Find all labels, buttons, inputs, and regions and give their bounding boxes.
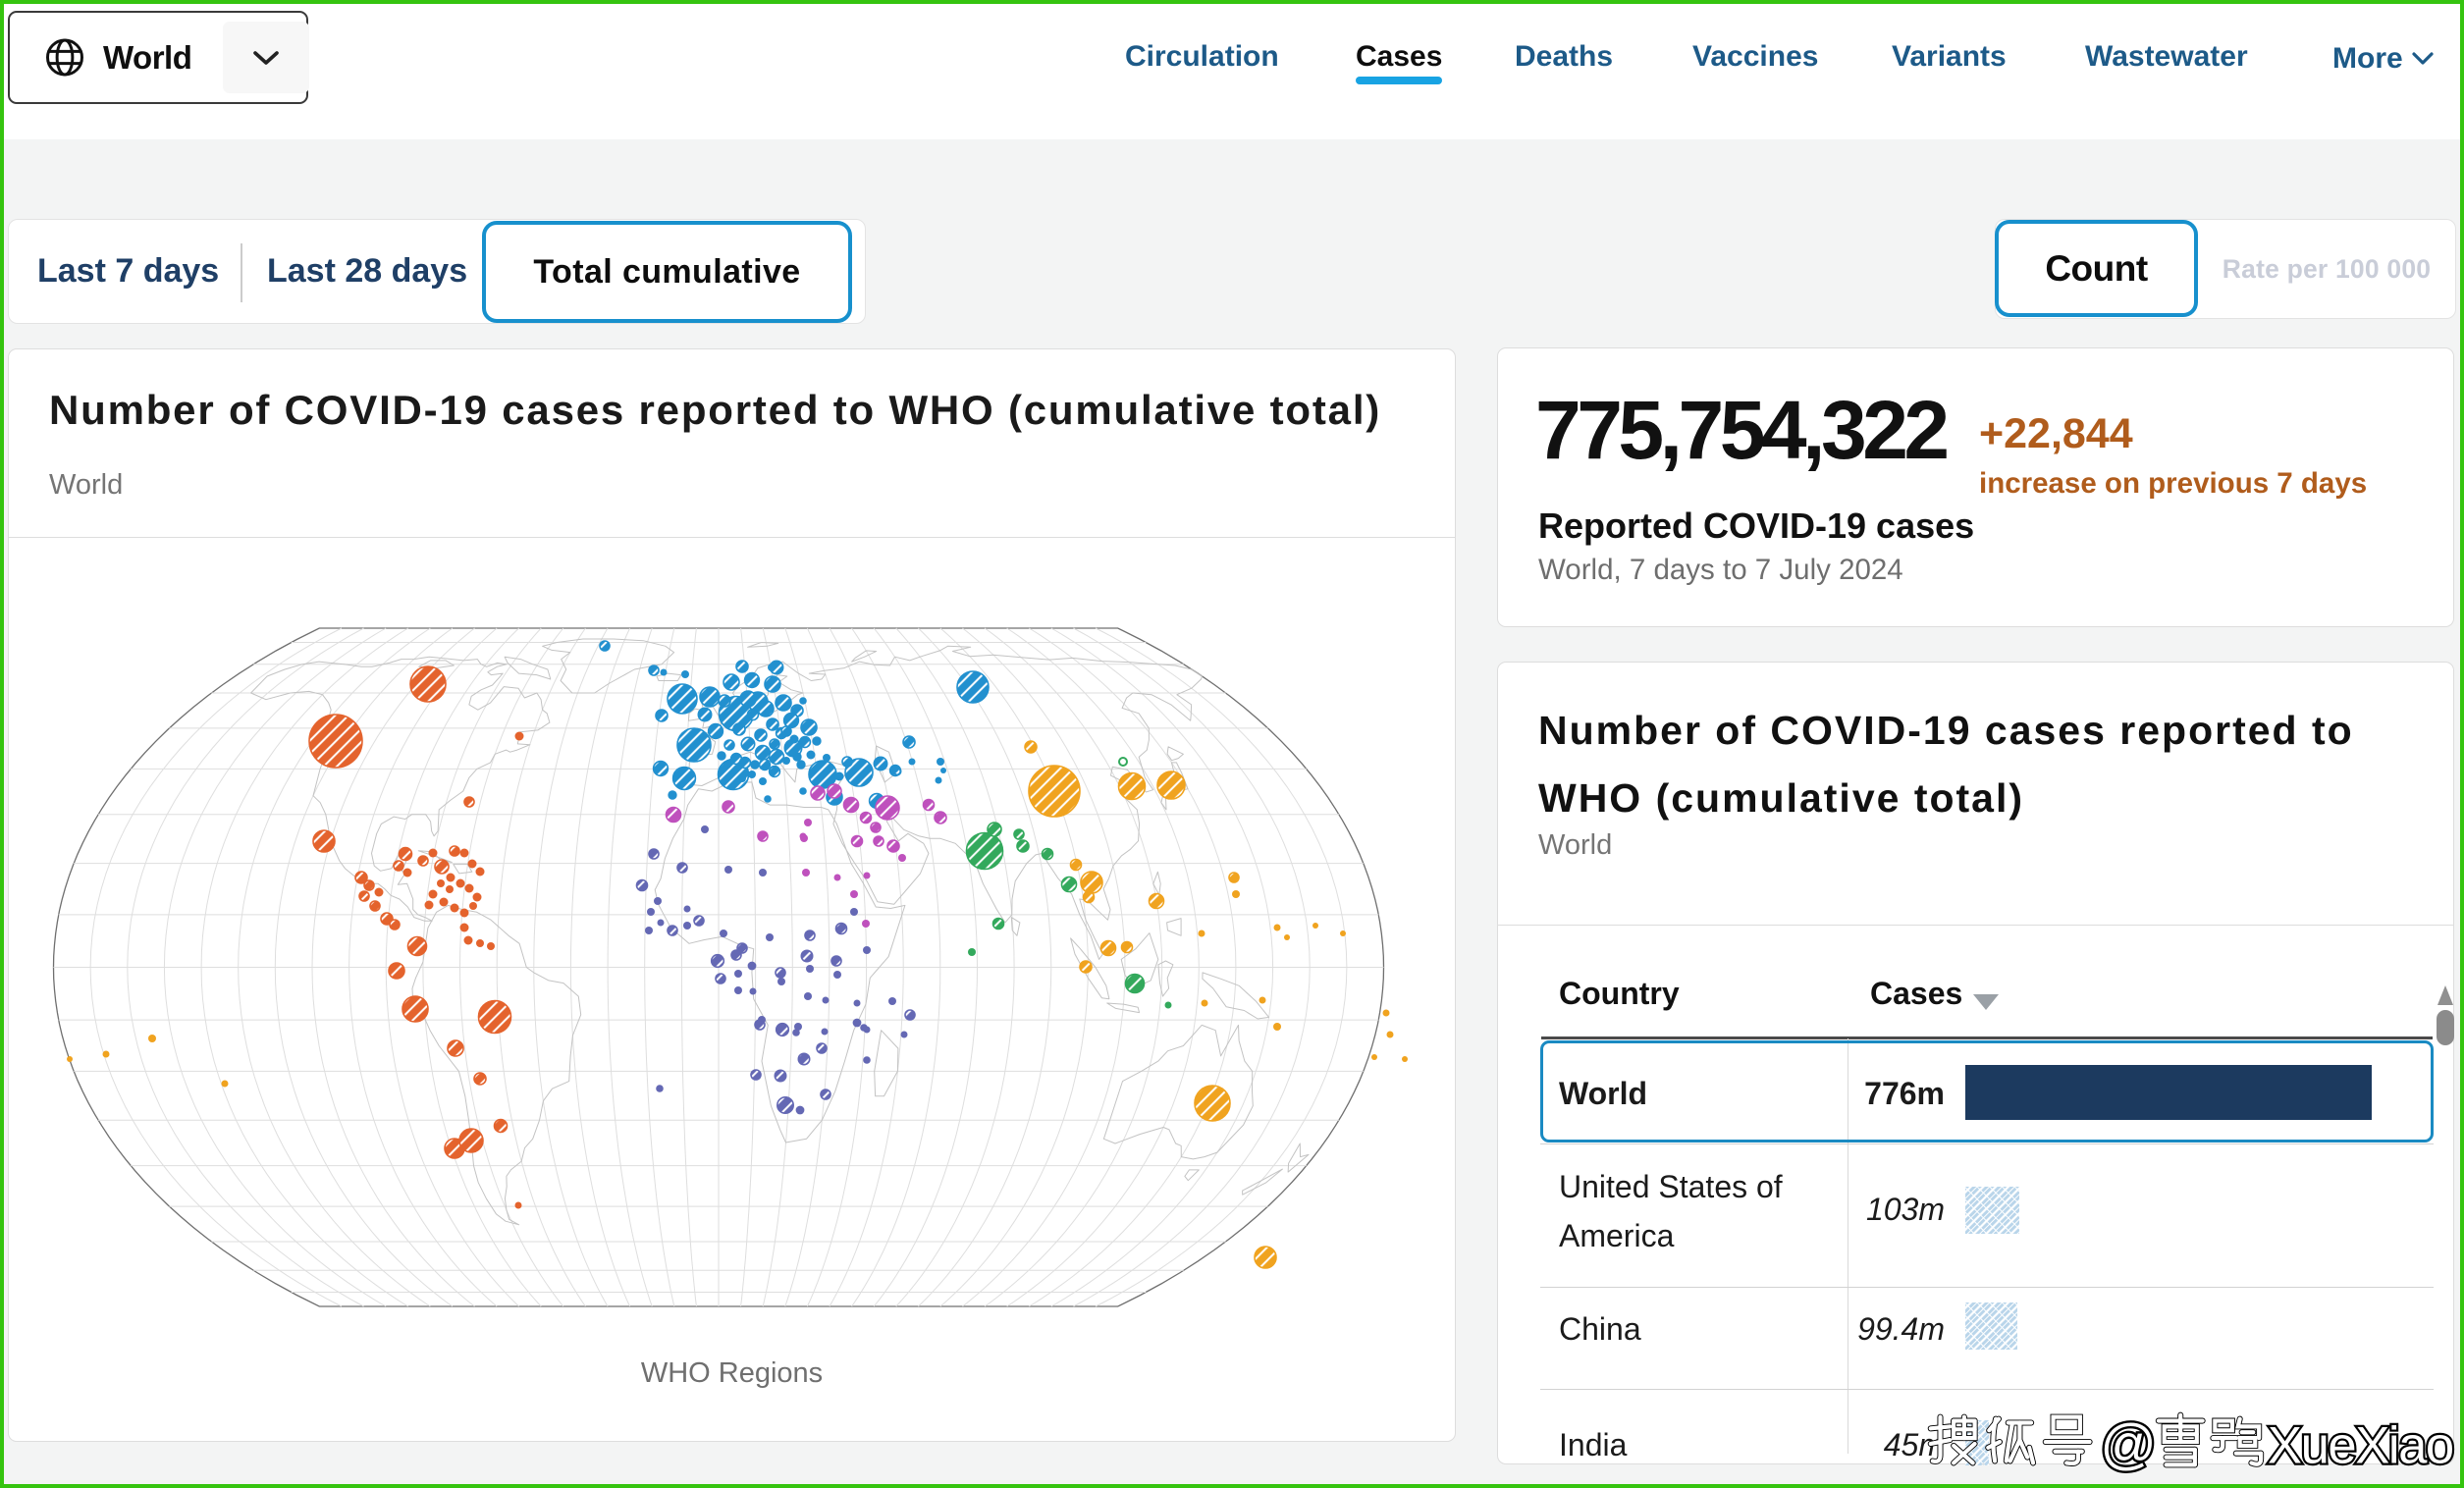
- svg-text:@: @: [2100, 1412, 2156, 1474]
- svg-text:XueXiao: XueXiao: [2268, 1416, 2453, 1474]
